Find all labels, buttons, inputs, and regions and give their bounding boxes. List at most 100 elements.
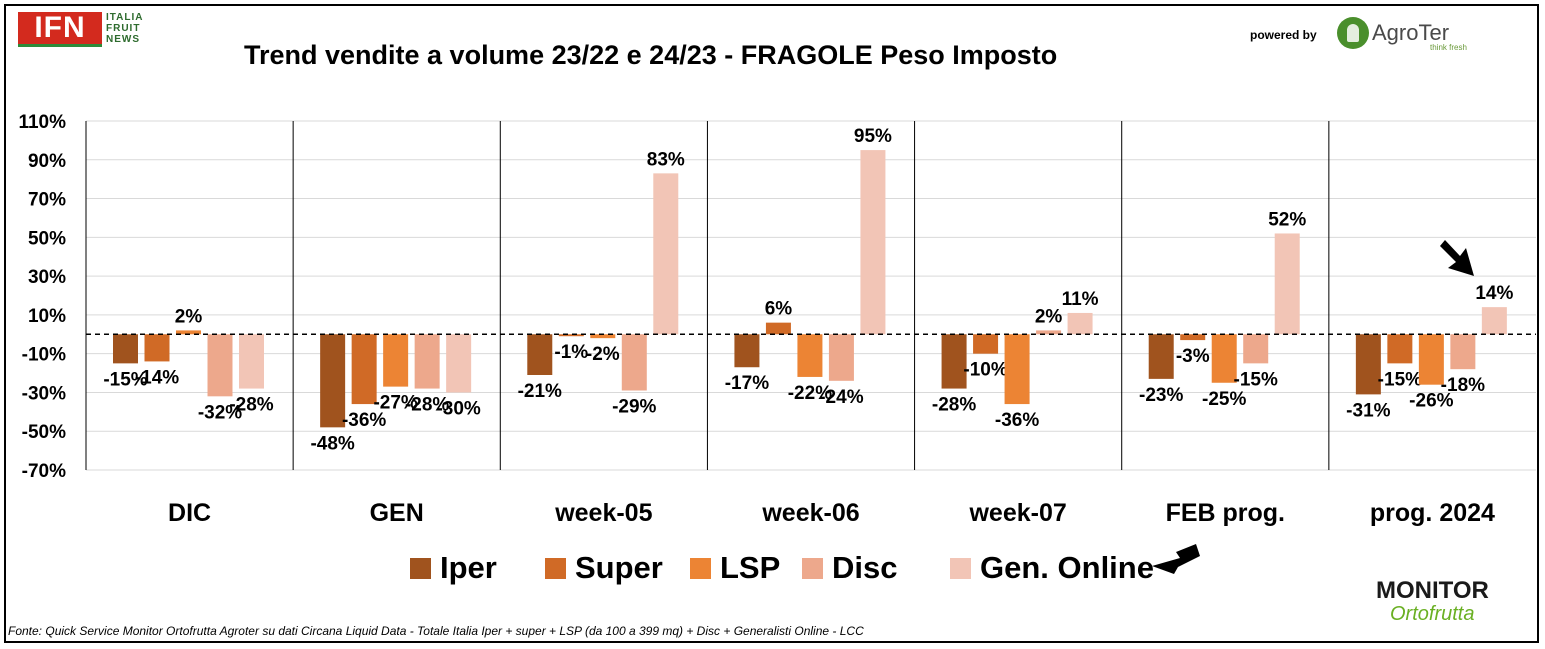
bar [1355, 334, 1381, 395]
bar [973, 334, 999, 354]
chart-title: Trend vendite a volume 23/22 e 24/23 - F… [244, 40, 1058, 70]
bar [1211, 334, 1237, 383]
arrow-icon [1152, 544, 1200, 574]
legend-swatch [410, 558, 431, 579]
y-tick-label: 110% [18, 112, 66, 133]
bar [527, 334, 553, 375]
bar [1004, 334, 1030, 405]
data-label: 95% [854, 126, 892, 147]
bar [1481, 307, 1507, 335]
data-label: -23% [1139, 385, 1183, 406]
data-label: -28% [405, 395, 449, 416]
data-label: -18% [1441, 375, 1485, 396]
y-tick-label: 90% [28, 151, 66, 172]
arrow-icon [1440, 240, 1474, 276]
data-label: -3% [1176, 346, 1210, 367]
x-tick-label: FEB prog. [1166, 499, 1285, 527]
data-label: -14% [135, 367, 179, 388]
data-label: -36% [995, 410, 1039, 431]
bar [941, 334, 967, 389]
x-tick-label: week-07 [968, 499, 1066, 527]
data-label: -30% [436, 398, 480, 419]
data-label: -31% [1346, 400, 1390, 421]
data-label: -28% [932, 395, 976, 416]
legend-label: Disc [832, 550, 898, 585]
ifn-logo: IFN ITALIA FRUIT NEWS [18, 12, 168, 48]
data-label: -26% [1409, 391, 1453, 412]
bar [414, 334, 440, 389]
bar [383, 334, 409, 387]
bar [558, 334, 584, 337]
data-label: -29% [612, 397, 656, 418]
legend-swatch [802, 558, 823, 579]
data-label: 52% [1268, 209, 1306, 230]
x-tick-label: GEN [370, 499, 424, 527]
data-label: -2% [586, 344, 620, 365]
bar [860, 150, 886, 335]
bar [828, 334, 854, 381]
legend-label: Super [575, 550, 663, 585]
data-label: -32% [198, 402, 242, 423]
x-tick-label: prog. 2024 [1370, 499, 1495, 527]
data-label: -21% [518, 381, 562, 402]
data-label: 83% [647, 149, 685, 170]
bar [1067, 312, 1093, 335]
data-label: -22% [788, 383, 832, 404]
bar [320, 334, 346, 428]
bar [144, 334, 170, 362]
bar [207, 334, 233, 397]
y-tick-label: 50% [28, 228, 66, 249]
y-tick-label: -70% [22, 461, 66, 482]
agroter-logo-icon [1337, 17, 1369, 49]
data-label: -15% [103, 369, 147, 390]
bar [590, 334, 616, 339]
data-label: 6% [765, 299, 793, 320]
legend-label: Gen. Online [980, 550, 1154, 585]
bar [1274, 233, 1300, 335]
y-tick-label: -10% [22, 345, 66, 366]
bar [1418, 334, 1444, 385]
monitor-logo-line-2: Ortofrutta [1390, 603, 1475, 625]
x-tick-label: week-05 [554, 499, 652, 527]
ifn-logo-line-3: NEWS [106, 34, 140, 45]
data-label: -36% [342, 410, 386, 431]
bar [1180, 334, 1206, 341]
bar [653, 173, 679, 335]
agroter-logo-tagline: think fresh [1430, 43, 1467, 52]
legend-swatch [950, 558, 971, 579]
bar [765, 322, 791, 335]
y-tick-label: -30% [22, 383, 66, 404]
x-tick-label: DIC [168, 499, 211, 527]
bar [176, 330, 201, 335]
data-label: -24% [819, 387, 863, 408]
x-tick-label: week-06 [761, 499, 859, 527]
data-label: 2% [1035, 306, 1063, 327]
bar [351, 334, 377, 405]
agroter-logo-name: AgroTer [1372, 20, 1450, 45]
data-label: -15% [1234, 369, 1278, 390]
bar [734, 334, 760, 368]
source-footnote: Fonte: Quick Service Monitor Ortofrutta … [8, 624, 864, 638]
ifn-logo-line-1: ITALIA [106, 12, 144, 23]
data-label: -27% [373, 393, 417, 414]
y-tick-label: -50% [22, 422, 66, 443]
bar [1387, 334, 1413, 364]
data-label: -15% [1378, 369, 1422, 390]
ifn-logo-line-2: FRUIT [106, 23, 141, 34]
data-label: -28% [229, 395, 273, 416]
bar [1148, 334, 1174, 379]
data-label: 2% [175, 306, 203, 327]
powered-by-text: powered by [1250, 28, 1317, 42]
data-label: -17% [725, 373, 769, 394]
bar [1450, 334, 1476, 370]
legend-swatch [545, 558, 566, 579]
ifn-logo-mark: IFN [18, 12, 102, 47]
legend-label: Iper [440, 550, 497, 585]
y-tick-label: 70% [28, 190, 66, 211]
data-label: 14% [1475, 283, 1513, 304]
monitor-ortofrutta-logo: MONITOR Ortofrutta [1376, 578, 1536, 628]
data-label: 11% [1062, 289, 1099, 310]
y-tick-label: 30% [28, 267, 66, 288]
bar [239, 334, 264, 389]
